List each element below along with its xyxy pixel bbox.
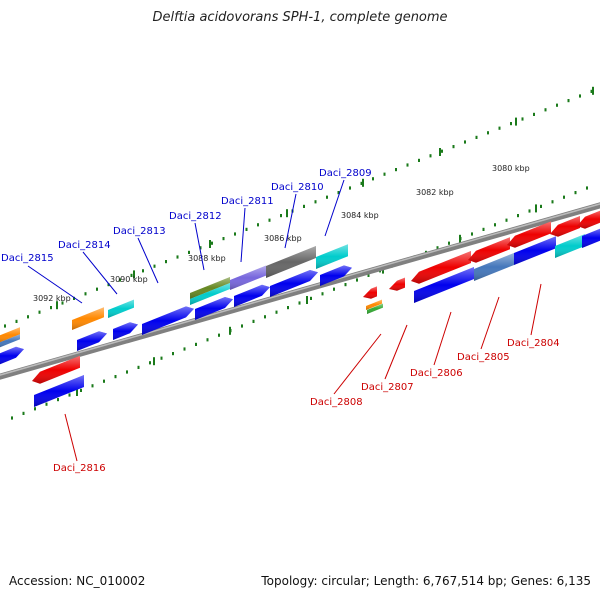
scale-label: 3082 kbp: [416, 188, 454, 197]
gene-block-shade: [108, 299, 134, 318]
label-leader-line: [333, 333, 382, 395]
accession-text: Accession: NC_010002: [9, 574, 146, 588]
gene-arrow-shade: [468, 237, 510, 263]
scale-label: 3090 kbp: [110, 275, 148, 284]
gene-label-daci_2816: Daci_2816: [53, 463, 106, 474]
gene-arrow-shade: [550, 216, 580, 237]
gene-label-daci_2808: Daci_2808: [310, 397, 363, 408]
gene-arrow-shade: [142, 306, 194, 335]
gene-label-daci_2804: Daci_2804: [507, 338, 560, 349]
gene-block-shade: [230, 265, 266, 290]
gene-block-shade: [474, 253, 514, 281]
gene-label-daci_2805: Daci_2805: [457, 352, 510, 363]
label-leader-line: [27, 265, 83, 304]
gene-block-shade: [367, 303, 383, 314]
gene-label-daci_2813: Daci_2813: [113, 226, 166, 237]
label-leader-line: [480, 296, 500, 350]
gene-label-daci_2812: Daci_2812: [169, 211, 222, 222]
gene-block-shade: [190, 277, 230, 299]
gene-label-daci_2809: Daci_2809: [319, 168, 372, 179]
label-leader-line: [284, 193, 297, 249]
gene-arrow-shade: [363, 286, 377, 299]
gene-arrow-shade: [0, 346, 24, 365]
gene-arrow-shade: [389, 277, 405, 291]
label-leader-line: [433, 311, 452, 366]
gene-block-shade: [414, 267, 474, 303]
scale-label: 3086 kbp: [264, 234, 302, 243]
gene-arrow-shade: [234, 284, 270, 307]
label-leader-line: [384, 324, 408, 380]
gene-label-daci_2811: Daci_2811: [221, 196, 274, 207]
scale-label: 3080 kbp: [492, 164, 530, 173]
label-leader-line: [240, 207, 246, 263]
gene-block-shade: [514, 236, 556, 265]
label-leader-line: [64, 413, 78, 462]
gene-arrow-shade: [270, 270, 318, 297]
label-leader-line: [82, 251, 118, 295]
backbone-line: [0, 202, 600, 380]
gene-block-shade: [0, 334, 20, 348]
gene-arrow-shade: [113, 322, 138, 340]
gene-block-shade: [34, 375, 84, 407]
gene-block-shade: [266, 246, 316, 278]
gene-labels: 3080 kbp 3082 kbp 3084 kbp 3086 kbp 3088 kbp…: [1, 164, 560, 474]
scale-label: 3088 kbp: [188, 254, 226, 263]
gene-block-shade: [72, 307, 104, 330]
gene-block-shade: [555, 234, 585, 258]
gene-label-daci_2814: Daci_2814: [58, 240, 111, 251]
gene-label-daci_2806: Daci_2806: [410, 368, 463, 379]
gene-arrow-shade: [32, 355, 80, 384]
gene-block-shade: [0, 327, 20, 343]
gene-arrow-shade: [411, 251, 471, 284]
label-leader-line: [194, 222, 205, 271]
gene-label-daci_2810: Daci_2810: [271, 182, 324, 193]
gene-arrow-shade: [77, 331, 107, 351]
genome-summary-text: Topology: circular; Length: 6,767,514 bp…: [261, 574, 591, 588]
label-leader-line: [324, 179, 345, 237]
scale-label: 3084 kbp: [341, 211, 379, 220]
gene-block-shade: [316, 244, 348, 269]
gene-block-shade: [582, 228, 600, 248]
label-leader-line: [137, 237, 159, 284]
gene-label-daci_2807: Daci_2807: [361, 382, 414, 393]
gene-arrow-shade: [577, 210, 600, 229]
backbone-highlight: [0, 203, 600, 376]
gene-block-shade: [190, 283, 230, 305]
label-leader-line: [530, 283, 542, 336]
gene-features: [0, 210, 600, 407]
gene-arrow-shade: [195, 297, 233, 320]
gene-arrow-shade: [507, 221, 551, 248]
genome-backbone: [0, 202, 600, 380]
gene-arrow-shade: [320, 265, 352, 286]
gene-label-daci_2815: Daci_2815: [1, 253, 54, 264]
scale-label: 3092 kbp: [33, 294, 71, 303]
gene-block-shade: [366, 299, 382, 310]
scale-ticks: [4, 86, 594, 420]
map-title: Delftia acidovorans SPH-1, complete geno…: [152, 10, 448, 25]
